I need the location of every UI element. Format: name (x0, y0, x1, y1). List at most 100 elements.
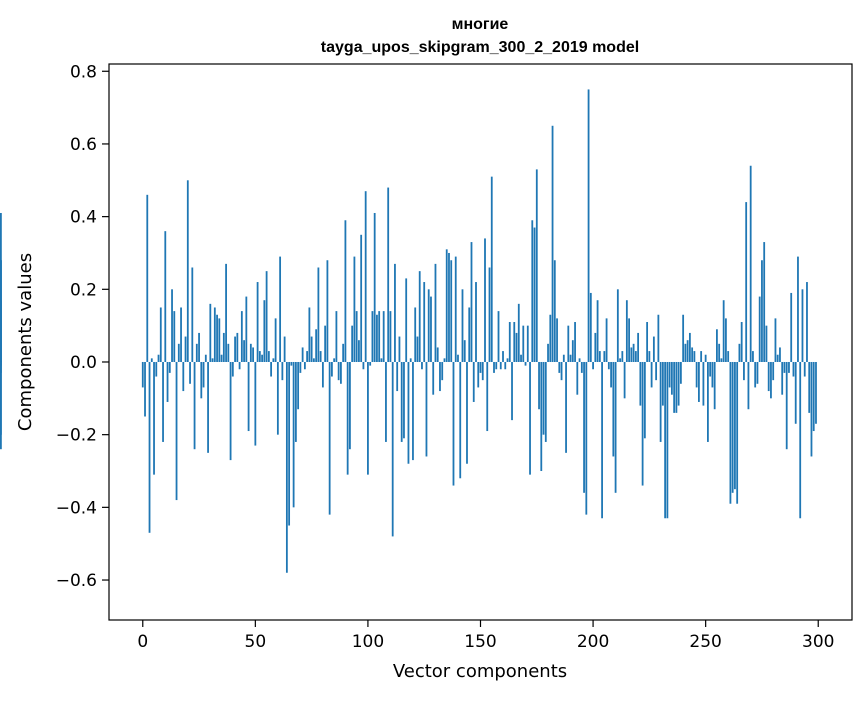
bar-172 (529, 361, 531, 475)
bar-8 (159, 307, 162, 362)
bar-286 (785, 361, 788, 450)
bar-266 (740, 322, 743, 362)
bar-280 (772, 361, 775, 381)
bar-48 (249, 343, 252, 362)
bar-49 (252, 347, 254, 362)
bar-199 (589, 292, 592, 362)
bar-190 (569, 354, 572, 362)
bar-154 (488, 267, 491, 362)
bar-125 (423, 282, 426, 362)
bar-291 (797, 256, 799, 362)
bar-74 (308, 307, 311, 362)
bar-183 (553, 260, 556, 362)
bar-1 (144, 361, 146, 417)
bar-32 (213, 307, 216, 362)
bar-44 (240, 311, 243, 362)
bar-115 (400, 361, 403, 442)
bar-58 (272, 358, 275, 362)
bar-193 (576, 361, 579, 395)
bar-295 (806, 282, 808, 362)
bar-120 (412, 361, 414, 461)
bar-256 (718, 343, 721, 362)
bar-34 (218, 318, 221, 362)
y-tick-label: −0.4 (56, 498, 97, 518)
bar-95 (355, 311, 358, 362)
bar-234 (668, 361, 671, 388)
bar-102 (371, 311, 374, 362)
bar-174 (533, 227, 536, 362)
bar-92 (349, 361, 351, 450)
bar-240 (682, 314, 685, 362)
bar-156 (493, 361, 495, 373)
bar-224 (646, 322, 649, 362)
bar-140 (457, 354, 459, 362)
bar-287 (788, 361, 790, 373)
bar-42 (236, 332, 239, 362)
bar-231 (661, 361, 664, 406)
bar-99 (364, 191, 367, 362)
bar-2 (146, 194, 149, 362)
chart-title: многие (452, 16, 509, 33)
bar-177 (540, 361, 543, 472)
bar-257 (720, 358, 723, 362)
bar-10 (164, 231, 167, 362)
y-tick-label: 0.4 (70, 208, 97, 228)
bar-187 (562, 354, 565, 362)
bar-269 (747, 361, 750, 410)
bar-181 (549, 314, 552, 362)
bar-11 (166, 361, 169, 402)
bar-25 (198, 332, 200, 362)
bar-67 (292, 361, 295, 508)
x-tick-label: 100 (352, 632, 384, 652)
bar-230 (659, 361, 662, 442)
bar-150 (479, 361, 482, 373)
bar-109 (387, 187, 390, 362)
y-tick-label: 0.2 (70, 280, 97, 300)
bar-204 (601, 361, 603, 519)
bar-215 (625, 300, 628, 362)
bar-189 (567, 325, 570, 362)
bar-undefined (0, 260, 2, 362)
bar-139 (454, 256, 457, 362)
bar-73 (306, 351, 309, 362)
bar-89 (342, 343, 345, 362)
bar-184 (556, 318, 558, 362)
bar-78 (317, 267, 320, 362)
bar-167 (517, 303, 520, 362)
bar-161 (504, 361, 507, 370)
bar-47 (247, 361, 250, 432)
bar-276 (763, 242, 766, 362)
bar-51 (256, 282, 259, 362)
bar-59 (274, 318, 277, 362)
bar-undefined (0, 358, 2, 362)
bar-205 (603, 351, 606, 362)
bar-178 (542, 361, 545, 435)
bar-27 (202, 361, 205, 388)
bar-62 (281, 361, 284, 381)
bar-19 (184, 336, 187, 362)
bar-197 (585, 361, 588, 515)
bar-129 (432, 361, 435, 395)
bar-185 (558, 361, 561, 373)
bar-262 (731, 361, 734, 493)
bar-208 (610, 361, 612, 388)
bar-119 (409, 358, 412, 362)
bar-163 (508, 322, 511, 362)
bar-191 (571, 340, 574, 362)
bar-106 (380, 358, 383, 362)
x-tick-label: 300 (802, 632, 834, 652)
bar-128 (430, 296, 432, 362)
bar-105 (378, 311, 381, 362)
bar-17 (180, 307, 182, 362)
bar-142 (461, 289, 464, 362)
bar-241 (684, 343, 687, 362)
bar-15 (175, 361, 178, 501)
bar-147 (472, 361, 475, 402)
bar-209 (612, 361, 615, 457)
y-tick-label: 0.0 (70, 353, 97, 373)
bar-198 (587, 89, 590, 362)
bar-192 (574, 322, 576, 362)
bar-218 (632, 343, 635, 362)
